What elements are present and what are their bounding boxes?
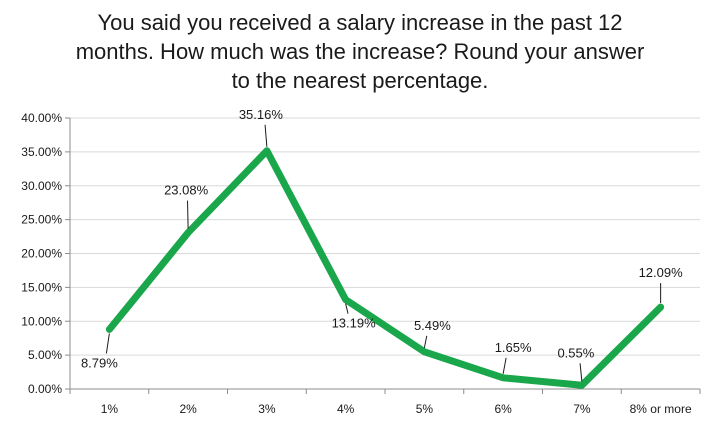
data-label-leader [187, 200, 189, 229]
data-label-leader [345, 303, 349, 314]
data-label: 12.09% [639, 265, 684, 280]
data-labels: 8.79% 23.08% 35.16% 13.19% 5.49% 1.65% 0.55% 12… [81, 107, 684, 382]
data-label: 1.65% [495, 340, 532, 355]
y-tick-label: 30.00% [21, 179, 62, 193]
chart-title: You said you received a salary increase … [40, 8, 680, 95]
x-tick-label: 2% [179, 402, 197, 416]
data-label-leader [502, 357, 507, 374]
y-tick-label: 10.00% [21, 314, 62, 328]
x-tick-label: 8% or more [630, 402, 692, 416]
chart-title-line-2: months. How much was the increase? Round… [75, 39, 645, 64]
y-tick-label: 15.00% [21, 280, 62, 294]
series-line [105, 147, 665, 389]
x-tick-label: 5% [416, 402, 434, 416]
data-label-leader [579, 363, 583, 382]
data-label: 23.08% [164, 183, 209, 198]
data-label-leader [264, 124, 268, 147]
x-tick-label: 7% [573, 402, 591, 416]
chart-title-line-1: You said you received a salary increase … [97, 10, 623, 35]
y-tick-label: 5.00% [28, 348, 62, 362]
data-label: 13.19% [332, 316, 377, 331]
y-tick-label: 20.00% [21, 247, 62, 261]
x-tick-label: 1% [101, 402, 119, 416]
gridlines [70, 117, 700, 356]
y-tick-label: 35.00% [21, 145, 62, 159]
data-label: 35.16% [239, 107, 284, 122]
data-label-leader [105, 333, 110, 354]
x-tick-label: 3% [258, 402, 276, 416]
chart-title-line-3: to the nearest percentage. [231, 68, 489, 93]
x-tick-label: 6% [494, 402, 512, 416]
data-label: 0.55% [557, 345, 594, 360]
series-group [105, 147, 665, 389]
data-label: 5.49% [414, 318, 451, 333]
data-label: 8.79% [81, 355, 118, 370]
x-axis-ticks: 1% 2% 3% 4% 5% 6% 7% 8% or more [69, 389, 701, 416]
y-tick-label: 25.00% [21, 213, 62, 227]
y-tick-label: 40.00% [21, 111, 62, 125]
data-label-leader [423, 335, 428, 348]
x-tick-label: 4% [337, 402, 355, 416]
y-axis-ticks: 0.00% 5.00% 10.00% 15.00% 20.00% 25.00% 30.00%… [21, 111, 70, 396]
y-tick-label: 0.00% [28, 382, 62, 396]
